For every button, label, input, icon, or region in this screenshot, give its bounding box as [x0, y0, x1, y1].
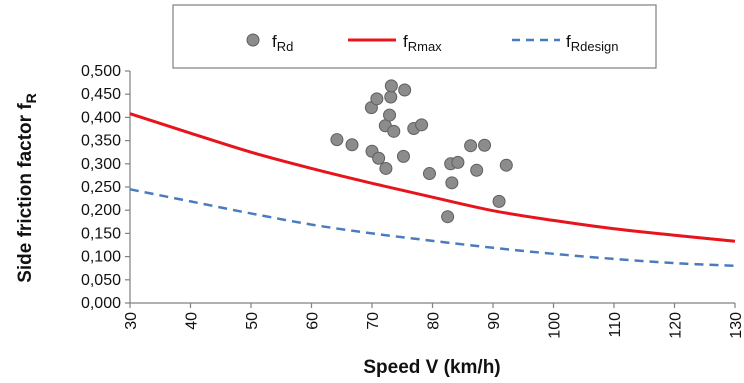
x-axis-title: Speed V (km/h)	[363, 357, 500, 378]
y-tick-label: 0,200	[81, 202, 121, 219]
point-frd	[379, 161, 393, 175]
point-frd	[330, 133, 344, 147]
x-tick-label: 30	[123, 312, 140, 330]
point-frd	[415, 118, 429, 132]
series-frmax	[129, 112, 736, 243]
y-tick-label: 0,400	[81, 109, 121, 126]
x-axis-ticks: 30 40 50 60 70 80 90 100 110 120 130	[123, 303, 744, 339]
y-axis-title: Side friction factor fR	[15, 93, 39, 283]
line-frdesign	[129, 188, 736, 268]
x-tick-label: 60	[305, 312, 322, 330]
legend-label-frmax: fRmax	[403, 32, 442, 54]
point-frd	[464, 139, 478, 153]
series-frdesign	[129, 188, 736, 268]
y-axis-ticks: 0,000 0,050 0,100 0,150 0,200 0,250 0,300 0,350…	[81, 63, 130, 312]
y-tick-label: 0,450	[81, 86, 121, 103]
y-tick-label: 0,000	[81, 295, 121, 312]
point-frd	[345, 138, 359, 152]
x-tick-label: 70	[365, 312, 382, 330]
legend-label-frd: fRd	[272, 32, 293, 54]
y-tick-label: 0,150	[81, 225, 121, 242]
point-frd	[499, 158, 513, 172]
legend-frame	[172, 4, 657, 69]
legend: fRd fRmax fRdesign	[172, 4, 657, 69]
point-frd	[445, 176, 459, 190]
x-tick-label: 80	[426, 312, 443, 330]
point-frd	[441, 210, 455, 224]
point-frd	[478, 138, 492, 152]
x-tick-label: 40	[184, 312, 201, 330]
point-frd	[398, 83, 412, 97]
point-frd	[396, 149, 410, 163]
point-frd	[384, 90, 398, 104]
y-tick-label: 0,100	[81, 249, 121, 266]
y-tick-label: 0,250	[81, 179, 121, 196]
point-frd	[470, 163, 484, 177]
legend-marker-frd	[246, 33, 260, 47]
legend-label-frdesign: fRdesign	[566, 32, 618, 54]
y-tick-label: 0,350	[81, 133, 121, 150]
point-frd	[422, 167, 436, 181]
point-frd	[372, 151, 386, 165]
series-frd	[330, 79, 513, 224]
y-tick-label: 0,500	[81, 63, 121, 80]
x-tick-label: 120	[668, 312, 685, 339]
x-tick-label: 90	[486, 312, 503, 330]
x-tick-label: 100	[547, 312, 564, 339]
point-frd	[370, 92, 384, 106]
point-frd	[492, 194, 506, 208]
line-frmax	[129, 112, 736, 243]
point-frd	[384, 79, 398, 93]
x-tick-label: 110	[607, 312, 624, 338]
point-frd	[383, 108, 397, 122]
point-frd	[387, 124, 401, 138]
point-frd	[451, 155, 465, 169]
x-tick-label: 130	[728, 312, 744, 339]
y-tick-label: 0,050	[81, 272, 121, 289]
y-tick-label: 0,300	[81, 156, 121, 173]
x-tick-label: 50	[244, 312, 261, 330]
